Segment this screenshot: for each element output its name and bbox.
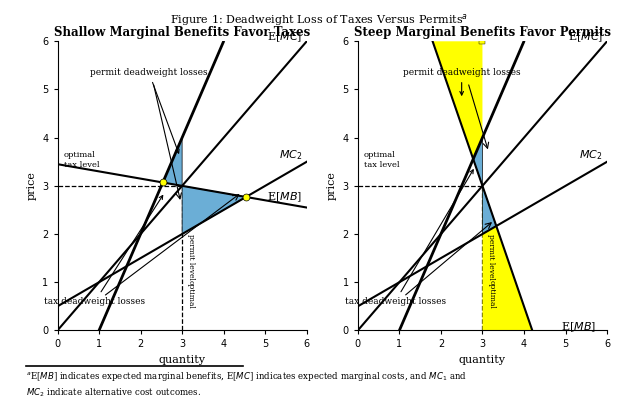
Text: tax deadweight losses: tax deadweight losses — [44, 195, 163, 306]
Title: Steep Marginal Benefits Favor Permits: Steep Marginal Benefits Favor Permits — [354, 26, 611, 39]
Text: $MC_2$: $MC_2$ — [279, 148, 303, 162]
Polygon shape — [163, 138, 182, 186]
Polygon shape — [482, 186, 497, 234]
Text: permit deadweight losses: permit deadweight losses — [90, 68, 208, 153]
Text: permit level: permit level — [187, 234, 195, 280]
Text: tax deadweight losses: tax deadweight losses — [344, 170, 473, 306]
Text: E[$MC$]: E[$MC$] — [267, 30, 303, 44]
Polygon shape — [482, 186, 532, 330]
Text: $MC_2$: $MC_2$ — [580, 148, 603, 162]
Title: Shallow Marginal Benefits Favor Taxes: Shallow Marginal Benefits Favor Taxes — [54, 26, 311, 39]
Text: E[$MB$]: E[$MB$] — [561, 321, 596, 335]
X-axis label: quantity: quantity — [158, 355, 206, 365]
Text: $^a$E[$MB$] indicates expected marginal benefits, E[$MC$] indicates expected mar: $^a$E[$MB$] indicates expected marginal … — [26, 370, 466, 382]
Text: optimal: optimal — [488, 280, 495, 309]
Text: $MC_2$ indicate alternative cost outcomes.: $MC_2$ indicate alternative cost outcome… — [26, 386, 201, 399]
Text: Figure 1: Deadweight Loss of Taxes Versus Permits$^a$: Figure 1: Deadweight Loss of Taxes Versu… — [171, 12, 468, 28]
Polygon shape — [473, 138, 482, 186]
Y-axis label: price: price — [27, 171, 36, 200]
Text: optimal: optimal — [187, 280, 195, 309]
Text: E[$MB$]: E[$MB$] — [268, 191, 303, 204]
Text: optimal
tax level: optimal tax level — [64, 151, 100, 169]
Polygon shape — [182, 186, 246, 234]
Polygon shape — [433, 41, 482, 159]
Text: optimal
tax level: optimal tax level — [364, 151, 400, 169]
X-axis label: quantity: quantity — [459, 355, 506, 365]
Text: permit deadweight losses: permit deadweight losses — [403, 68, 521, 95]
Text: E[$MC$]: E[$MC$] — [567, 30, 603, 44]
Y-axis label: price: price — [327, 171, 337, 200]
Text: permit level: permit level — [488, 234, 495, 280]
